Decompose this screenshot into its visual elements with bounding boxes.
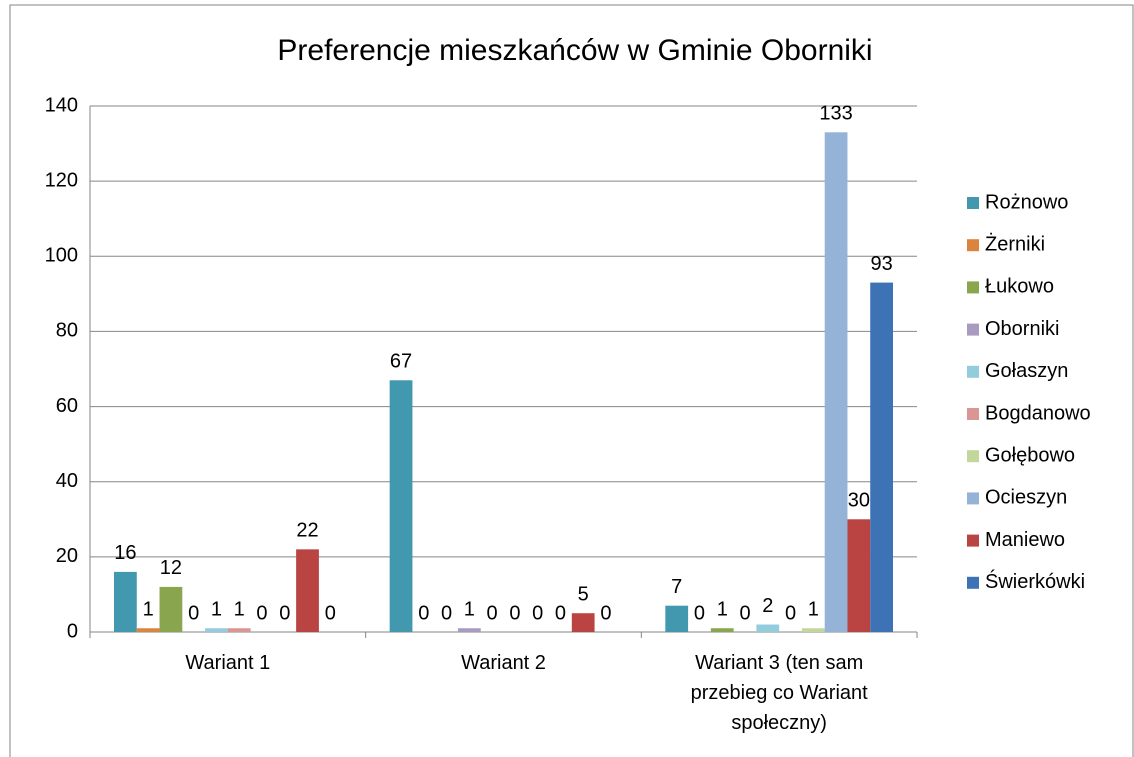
data-label: 22 bbox=[296, 520, 318, 542]
bar bbox=[824, 132, 848, 633]
data-label: 16 bbox=[114, 542, 136, 564]
bar bbox=[710, 628, 734, 632]
chart-border bbox=[9, 4, 1134, 757]
legend-label: Żerniki bbox=[985, 232, 1045, 255]
bar bbox=[847, 519, 871, 632]
data-label: 93 bbox=[870, 253, 892, 275]
y-tick-label: 80 bbox=[56, 320, 78, 342]
data-label: 12 bbox=[160, 557, 182, 579]
data-label: 1 bbox=[143, 599, 154, 621]
legend-label: Ocieszyn bbox=[985, 487, 1067, 509]
data-label: 0 bbox=[279, 602, 290, 624]
data-label: 0 bbox=[441, 602, 452, 624]
chart-title: Preferencje mieszkańców w Gminie Obornik… bbox=[277, 34, 872, 67]
x-tick-label: Wariant 2 bbox=[461, 652, 546, 674]
data-label: 0 bbox=[600, 602, 611, 624]
legend-swatch bbox=[967, 408, 979, 420]
legend-label: Bogdanowo bbox=[985, 402, 1091, 424]
data-label: 0 bbox=[325, 602, 336, 624]
legend-swatch bbox=[967, 197, 979, 209]
bar bbox=[389, 380, 413, 632]
legend-label: Maniewo bbox=[985, 529, 1065, 551]
bar bbox=[296, 549, 319, 632]
legend-swatch bbox=[967, 576, 979, 589]
y-tick-label: 40 bbox=[56, 470, 78, 492]
y-tick-label: 60 bbox=[56, 395, 78, 417]
bar bbox=[136, 628, 160, 632]
data-label: 1 bbox=[211, 599, 222, 621]
bar bbox=[114, 571, 137, 632]
bar bbox=[571, 613, 595, 632]
legend-label: Gołaszyn bbox=[985, 360, 1068, 382]
bar bbox=[457, 628, 481, 632]
y-tick-label: 100 bbox=[45, 245, 78, 267]
bar bbox=[801, 628, 825, 632]
bar bbox=[227, 628, 251, 632]
data-label: 133 bbox=[819, 103, 852, 125]
bar bbox=[159, 586, 183, 632]
bar bbox=[205, 628, 228, 632]
legend-label: Rożnowo bbox=[985, 191, 1068, 213]
data-label: 1 bbox=[464, 599, 475, 621]
y-tick-label: 140 bbox=[45, 94, 78, 116]
data-label: 0 bbox=[739, 602, 750, 624]
legend-label: Łukowo bbox=[985, 276, 1054, 298]
y-tick-label: 0 bbox=[67, 620, 78, 642]
legend-label: Gołębowo bbox=[985, 444, 1075, 466]
data-label: 1 bbox=[234, 599, 245, 621]
bar bbox=[870, 282, 893, 632]
legend-swatch bbox=[967, 450, 979, 463]
data-label: 0 bbox=[509, 602, 520, 624]
data-label: 1 bbox=[808, 599, 819, 621]
legend-swatch bbox=[967, 534, 979, 547]
legend-swatch bbox=[967, 239, 979, 252]
legend-label: Oborniki bbox=[985, 318, 1059, 340]
legend-swatch bbox=[967, 281, 979, 294]
data-label: 0 bbox=[694, 602, 705, 624]
legend-swatch bbox=[967, 492, 979, 505]
x-tick-label: Wariant 1 bbox=[185, 652, 270, 674]
legend-swatch bbox=[967, 365, 979, 378]
x-tick-label: Wariant 3 (ten sam przebieg co Wariant spo… bbox=[691, 652, 869, 734]
bar bbox=[756, 624, 780, 632]
data-label: 0 bbox=[188, 602, 199, 624]
data-label: 0 bbox=[785, 602, 796, 624]
data-label: 1 bbox=[717, 599, 728, 621]
data-label: 67 bbox=[390, 351, 412, 373]
y-tick-label: 120 bbox=[45, 169, 78, 191]
legend-swatch bbox=[967, 323, 979, 336]
data-label: 0 bbox=[487, 602, 498, 624]
bar bbox=[665, 605, 689, 632]
data-label: 30 bbox=[848, 490, 870, 512]
data-label: 5 bbox=[578, 583, 589, 605]
data-label: 0 bbox=[418, 602, 429, 624]
data-label: 0 bbox=[532, 602, 543, 624]
data-label: 2 bbox=[762, 595, 773, 617]
data-label: 0 bbox=[555, 602, 566, 624]
data-label: 7 bbox=[671, 576, 682, 598]
legend-label: Świerkówki bbox=[985, 569, 1085, 593]
y-tick-label: 20 bbox=[56, 545, 78, 567]
data-label: 0 bbox=[256, 602, 267, 624]
